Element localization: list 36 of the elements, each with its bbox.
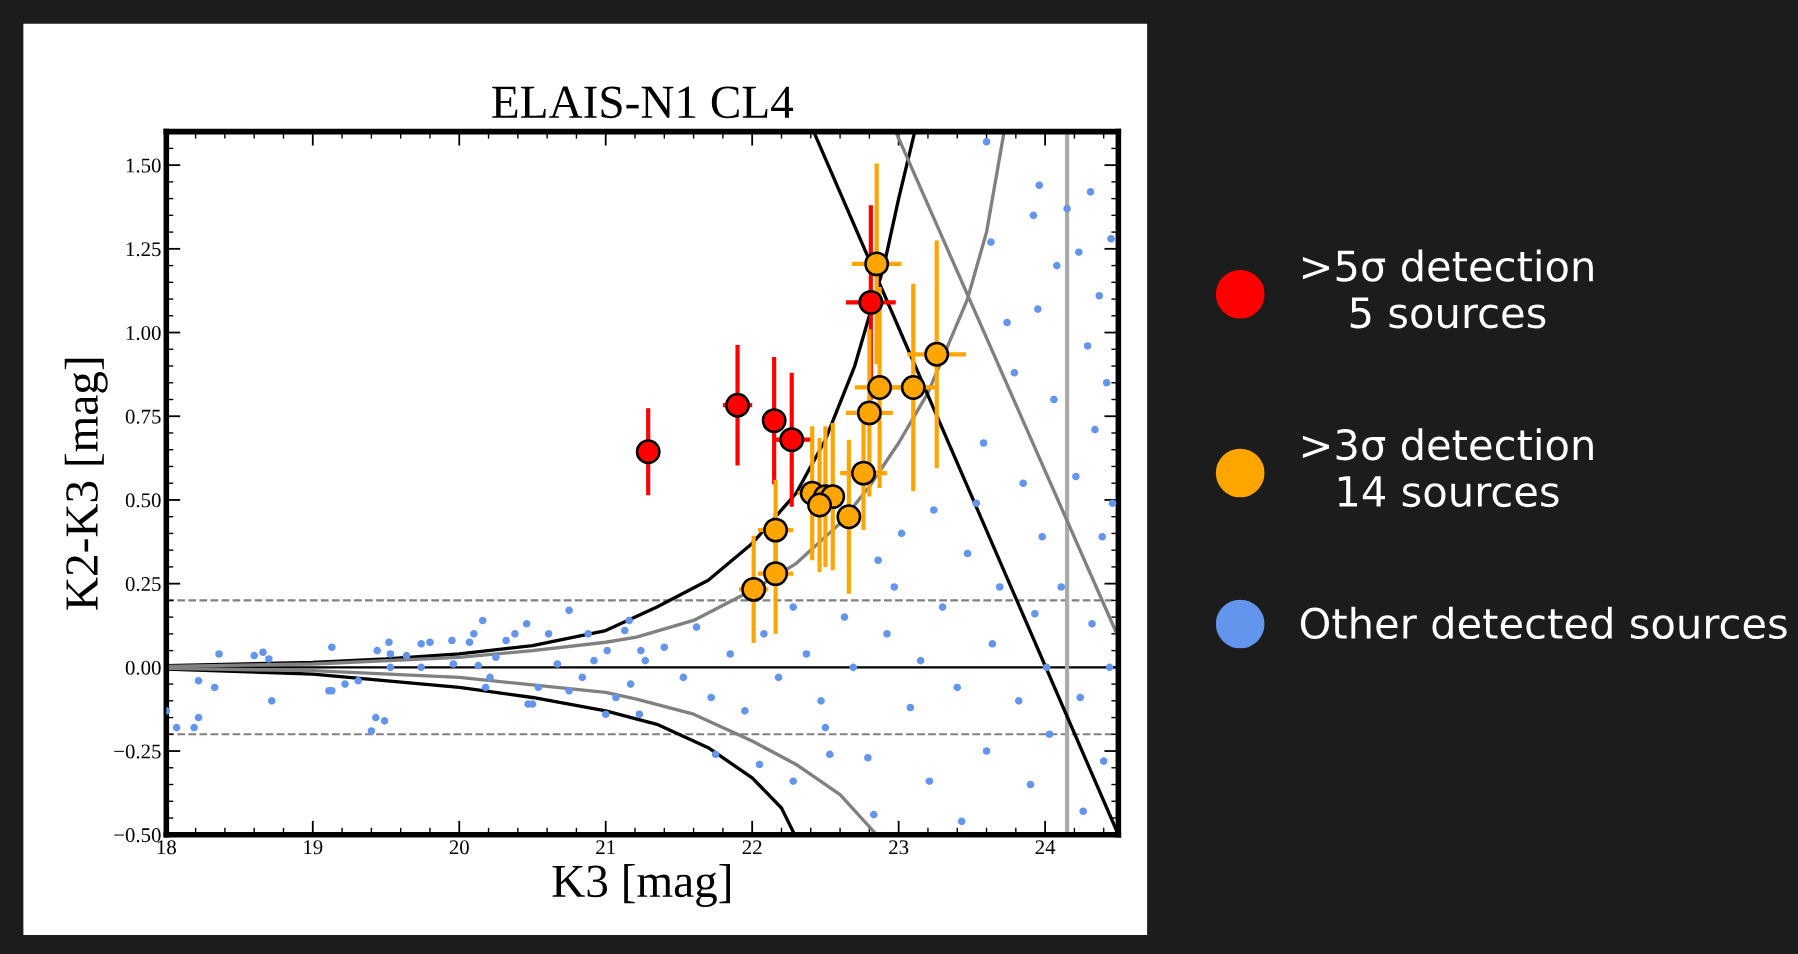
y-tick-label: 1.00 (126, 325, 161, 341)
x-tick-label: 24 (1035, 840, 1056, 855)
point (924, 341, 950, 367)
y-tick-label: −0.25 (114, 744, 161, 759)
legend-label: Other detected sources (1300, 606, 1787, 640)
y-axis-title: K2-K3 [mag] (64, 358, 108, 610)
point (900, 375, 926, 400)
y-tick-label: 0.25 (125, 577, 161, 592)
y-tick-label: 0.75 (125, 409, 161, 424)
x-axis-title: K3 [mag] (552, 864, 730, 908)
point (864, 251, 890, 277)
x-tick-label: 21 (596, 840, 615, 855)
point (851, 460, 876, 486)
y-tick-label: 1.25 (126, 242, 161, 257)
x-tick-label: 22 (742, 840, 762, 855)
x-tick-label: 23 (889, 840, 909, 855)
point (836, 504, 862, 530)
point (635, 439, 661, 465)
point (741, 576, 767, 602)
legend-label: >3σ detection 14 sources (1302, 428, 1593, 508)
y-tick-label: 0.50 (125, 493, 161, 508)
point (763, 517, 789, 543)
x-tick-label: 19 (304, 840, 323, 855)
point (807, 492, 833, 518)
chart-title: ELAIS-N1 CL4 (492, 86, 794, 119)
point (858, 289, 884, 315)
point (763, 561, 789, 587)
y-tick-label: 0.00 (125, 660, 161, 675)
point (761, 408, 787, 434)
point (725, 392, 750, 418)
point (779, 427, 805, 453)
legend-label: >5σ detection 5 sources (1302, 249, 1593, 329)
point (867, 375, 893, 400)
x-tick-label: 20 (449, 840, 469, 855)
y-tick-label: 1.50 (126, 158, 161, 173)
point (856, 400, 882, 426)
